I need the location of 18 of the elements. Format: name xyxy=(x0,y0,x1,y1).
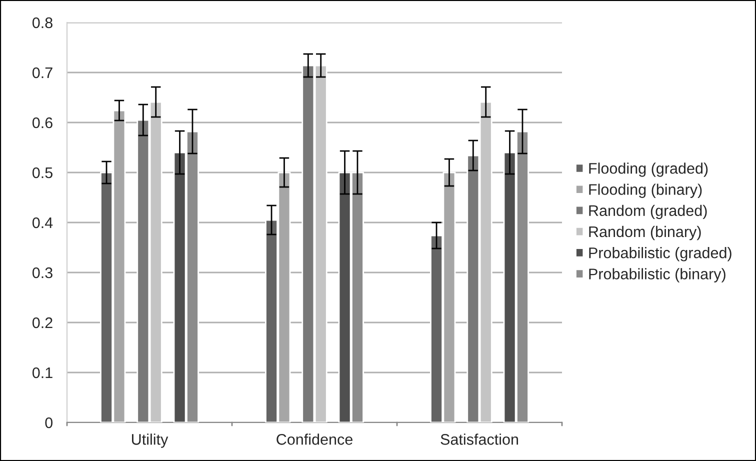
y-tick-label: 0.2 xyxy=(32,317,52,328)
legend-label: Flooding (graded) xyxy=(589,162,708,177)
legend-label: Probabilistic (binary) xyxy=(589,268,726,282)
legend-label: Random (binary) xyxy=(589,226,701,240)
y-tick-label: 0.7 xyxy=(32,67,52,78)
x-tick-label: Utility xyxy=(132,434,168,448)
y-tick-label: 0.1 xyxy=(32,367,52,378)
y-tick-label: 0 xyxy=(45,417,53,428)
x-tick-label: Confidence xyxy=(276,434,352,445)
legend-label: Random (graded) xyxy=(589,204,707,220)
y-tick-label: 0.3 xyxy=(32,267,52,278)
x-tick-label: Satisfaction xyxy=(440,434,518,445)
y-tick-label: 0.8 xyxy=(32,17,52,28)
y-tick-label: 0.6 xyxy=(32,117,52,128)
legend-label: Flooding (binary) xyxy=(589,184,702,198)
y-tick-label: 0.4 xyxy=(32,217,53,228)
legend-label: Probabilistic (graded) xyxy=(589,247,732,262)
y-tick-label: 0.5 xyxy=(32,167,52,178)
